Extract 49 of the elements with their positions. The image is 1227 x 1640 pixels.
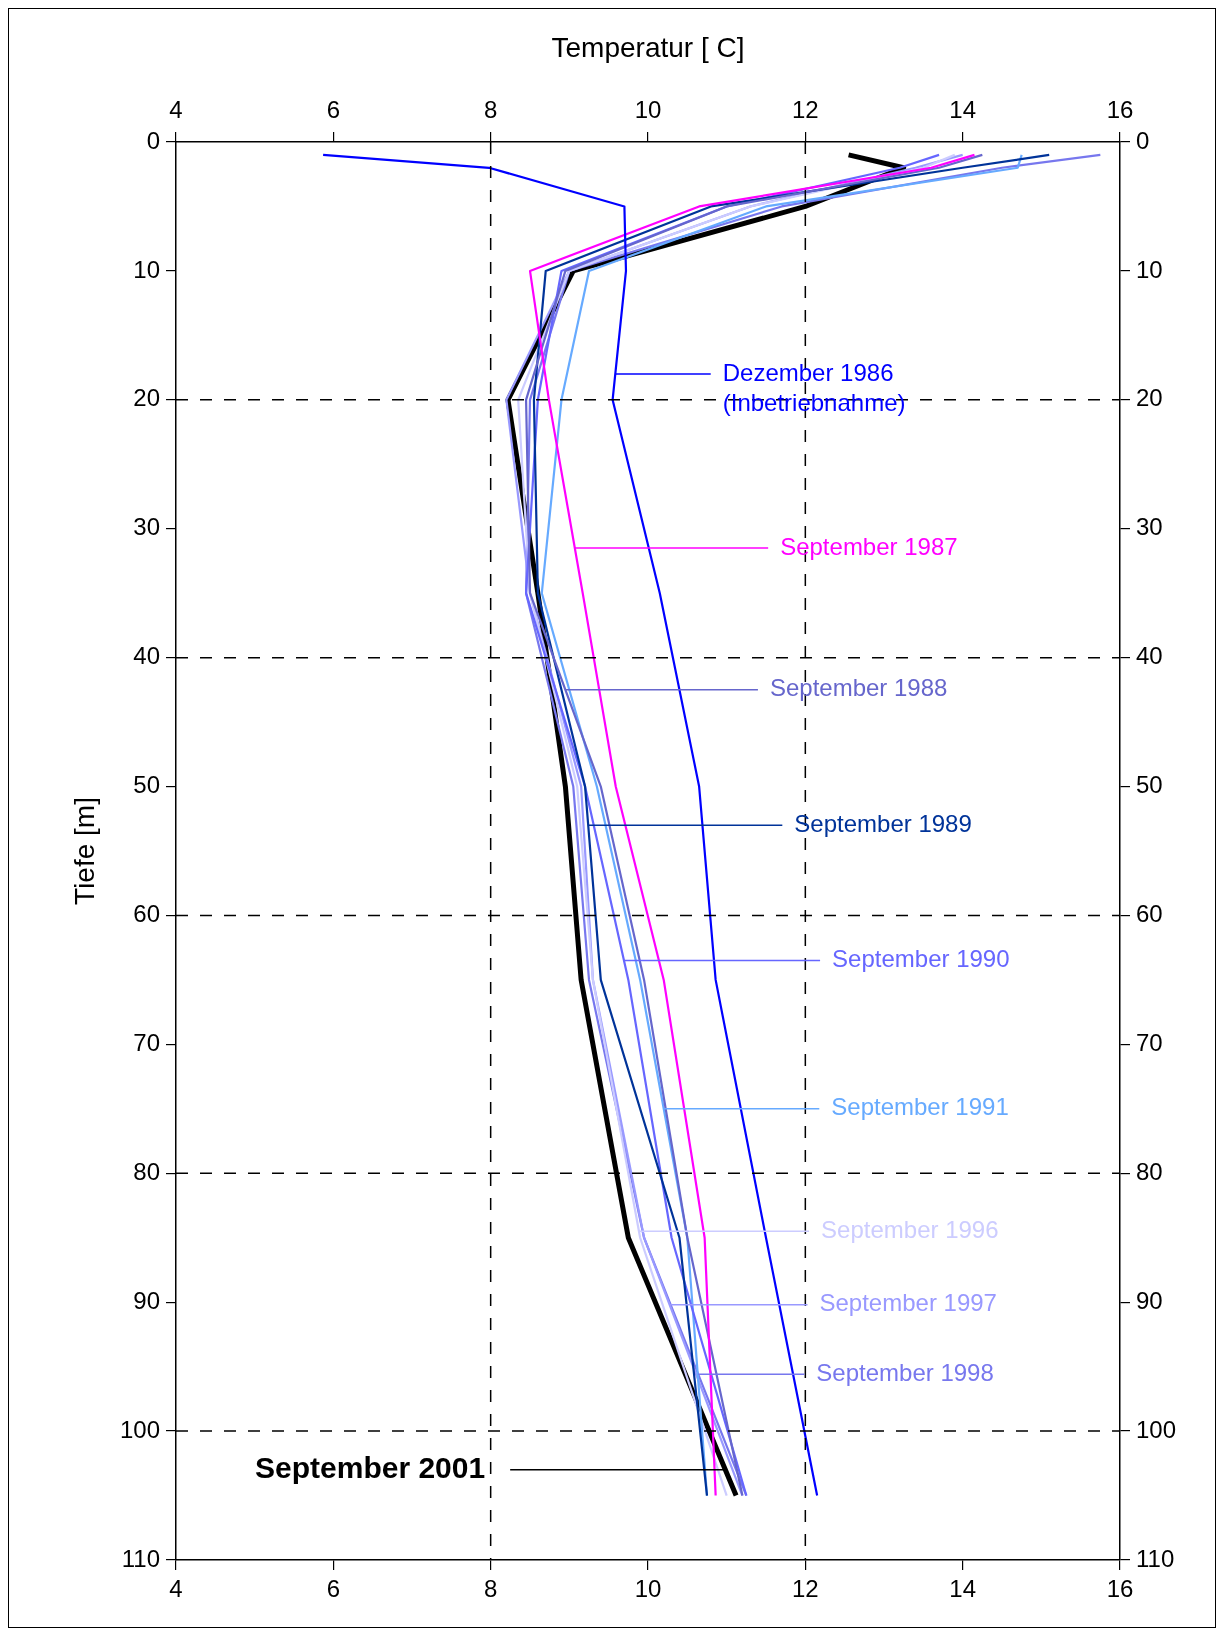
x-tick-label: 12 (791, 1575, 819, 1603)
x-tick-label: 10 (634, 1575, 662, 1603)
y2-tick-label: 90 (1136, 1286, 1163, 1314)
text: September 1989 (794, 809, 972, 837)
x2-tick-label: 4 (169, 96, 183, 124)
x-tick-label: 14 (949, 1575, 977, 1603)
x2-tick-label: 8 (483, 96, 498, 124)
x2-tick-label: 14 (949, 96, 977, 124)
y2-tick-label: 60 (1136, 900, 1163, 928)
y-tick-label: 60 (133, 900, 160, 928)
y-axis-title: Tiefe [m] (68, 797, 100, 905)
y-tick-label: 80 (133, 1157, 160, 1185)
x2-tick-label: 6 (326, 96, 341, 124)
text: September 1987 (780, 532, 958, 560)
legend-label: September 1998 (816, 1359, 994, 1386)
x-tick-label: 6 (326, 1575, 341, 1603)
y-tick-label: 70 (133, 1028, 160, 1056)
y2-tick-label: 50 (1136, 771, 1163, 799)
y2-tick-label: 80 (1136, 1157, 1163, 1185)
y-tick-label: 30 (133, 513, 160, 541)
x2-tick-label: 12 (791, 96, 819, 124)
text: September 2001 (255, 1451, 486, 1485)
x-tick-label: 16 (1106, 1575, 1134, 1603)
y2-tick-label: 40 (1136, 642, 1163, 670)
x-axis-title: Temperatur [ C] (551, 31, 745, 63)
text: September 1997 (819, 1289, 997, 1317)
text: September 1990 (832, 945, 1010, 973)
y2-tick-label: 0 (1136, 126, 1150, 154)
y2-tick-label: 100 (1136, 1415, 1177, 1443)
y-tick-label: 10 (133, 255, 160, 283)
y2-tick-label: 20 (1136, 384, 1163, 412)
x-tick-label: 8 (483, 1575, 498, 1603)
x-tick-label: 4 (169, 1575, 183, 1603)
y-tick-label: 0 (146, 126, 160, 154)
legend-label: Dezember 1986 (Inbetriebnahme) (722, 358, 906, 416)
y2-tick-label: 10 (1136, 255, 1163, 283)
y-tick-label: 40 (133, 642, 160, 670)
text: September 1991 (831, 1093, 1009, 1121)
x2-tick-label: 10 (634, 96, 662, 124)
x2-tick-label: 16 (1106, 96, 1134, 124)
text: September 1988 (769, 674, 948, 702)
y-tick-label: 90 (133, 1286, 160, 1314)
y2-tick-label: 30 (1136, 513, 1163, 541)
y2-tick-label: 70 (1136, 1028, 1163, 1056)
y2-tick-label: 110 (1136, 1544, 1175, 1572)
y-tick-label: 100 (119, 1415, 160, 1443)
y-tick-label: 110 (121, 1544, 160, 1572)
y-tick-label: 20 (133, 384, 160, 412)
y-tick-label: 50 (133, 771, 160, 799)
